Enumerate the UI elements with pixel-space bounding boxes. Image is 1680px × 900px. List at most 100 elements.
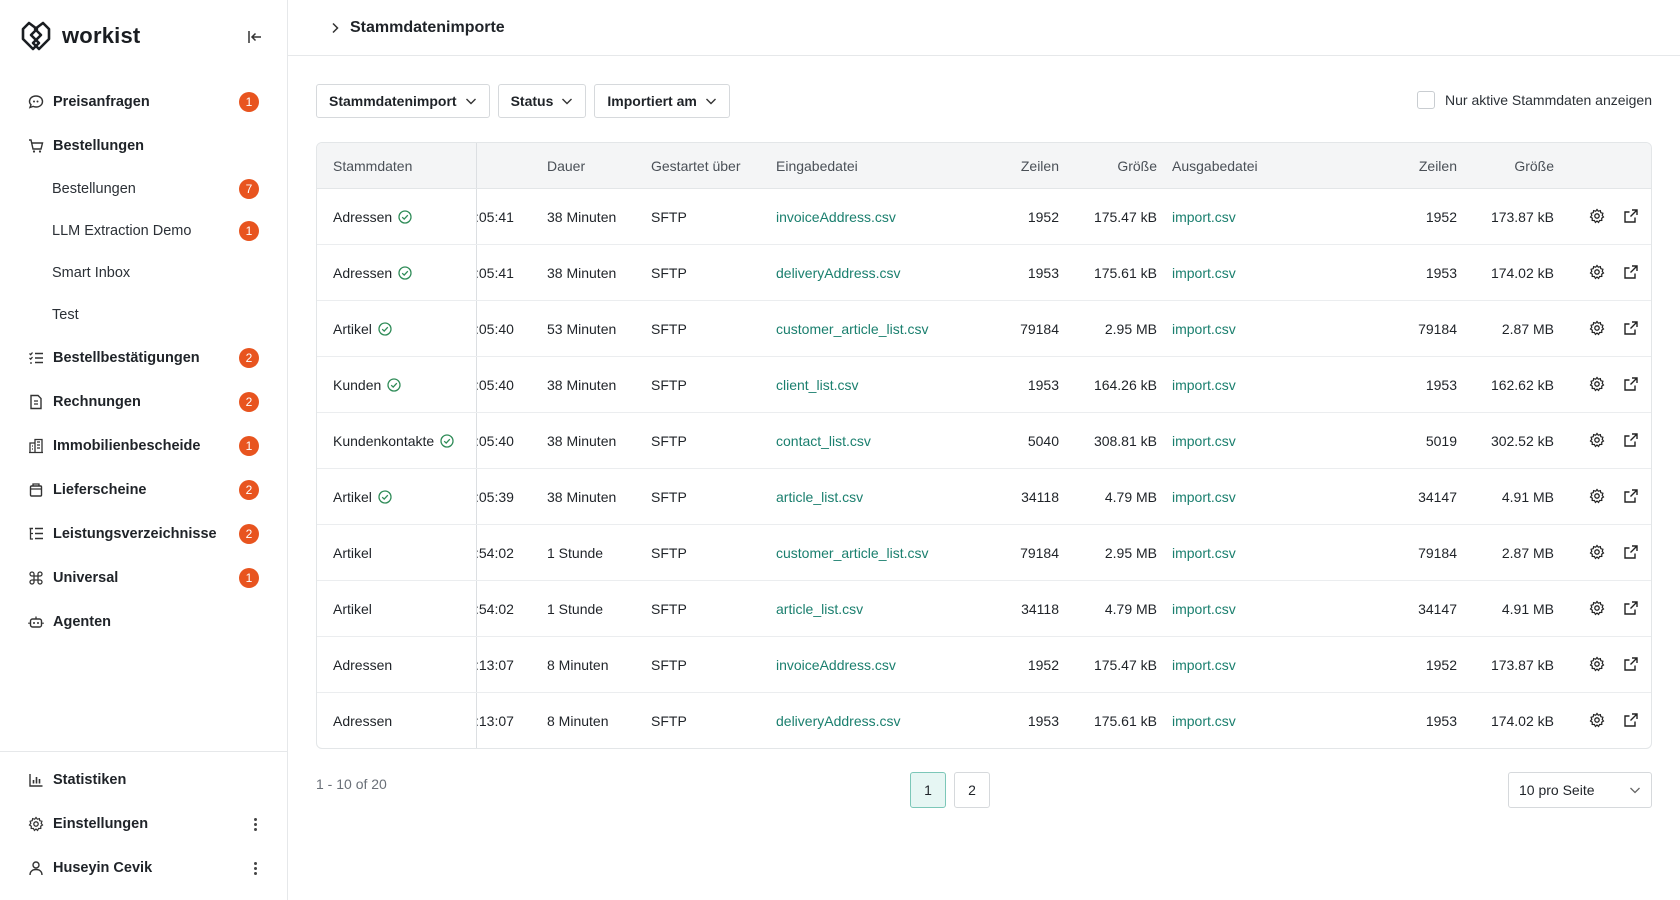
col-eingabedatei[interactable]: Eingabedatei xyxy=(776,158,858,174)
sidebar-item-user[interactable]: Huseyin Cevik xyxy=(0,846,288,890)
sidebar-item-label: Lieferscheine xyxy=(53,482,147,498)
settings-more-menu[interactable] xyxy=(248,815,262,833)
col-stammdaten[interactable]: Stammdaten xyxy=(333,158,413,174)
sidebar-item-preisanfragen[interactable]: Preisanfragen 1 xyxy=(0,80,288,124)
col-dauer[interactable]: Dauer xyxy=(547,158,586,174)
gear-icon[interactable] xyxy=(1589,544,1607,562)
external-link-icon[interactable] xyxy=(1623,264,1641,282)
gear-icon[interactable] xyxy=(1589,712,1607,730)
input-file-link[interactable]: invoiceAddress.csv xyxy=(776,657,896,673)
input-file-link[interactable]: deliveryAddress.csv xyxy=(776,713,901,729)
input-file-link[interactable]: invoiceAddress.csv xyxy=(776,209,896,225)
page-title: Stammdatenimporte xyxy=(350,18,505,36)
gear-icon[interactable] xyxy=(1589,656,1607,674)
output-file-link[interactable]: import.csv xyxy=(1172,209,1236,225)
cell-zeilen-out: 1953 xyxy=(1425,713,1457,729)
external-link-icon[interactable] xyxy=(1623,488,1641,506)
table-row[interactable]: Artikel:54:02 1 Stunde SFTP customer_articl… xyxy=(317,525,1651,581)
output-file-link[interactable]: import.csv xyxy=(1172,601,1236,617)
external-link-icon[interactable] xyxy=(1623,544,1641,562)
col-zeilen-in[interactable]: Zeilen xyxy=(1020,158,1059,174)
output-file-link[interactable]: import.csv xyxy=(1172,433,1236,449)
col-gestartet[interactable]: Gestartet über xyxy=(651,158,741,174)
user-name: Huseyin Cevik xyxy=(53,860,153,876)
brand-logo[interactable]: workist xyxy=(20,20,140,52)
external-link-icon[interactable] xyxy=(1623,656,1641,674)
cell-groesse-in: 164.26 kB xyxy=(1093,377,1157,393)
col-groesse-out[interactable]: Größe xyxy=(1514,158,1554,174)
sidebar-item-immobilienbescheide[interactable]: Immobilienbescheide 1 xyxy=(0,424,288,468)
col-groesse-in[interactable]: Größe xyxy=(1117,158,1157,174)
input-file-link[interactable]: article_list.csv xyxy=(776,489,864,505)
sidebar-item-leistungsverzeichnisse[interactable]: Leistungsverzeichnisse 2 xyxy=(0,512,288,556)
page-button-2[interactable]: 2 xyxy=(954,772,990,808)
active-only-checkbox[interactable] xyxy=(1417,91,1435,109)
cell-groesse-out: 174.02 kB xyxy=(1490,713,1554,729)
external-link-icon[interactable] xyxy=(1623,376,1641,394)
output-file-link[interactable]: import.csv xyxy=(1172,657,1236,673)
table-row[interactable]: Adressen:13:07 8 Minuten SFTP invoiceAddres… xyxy=(317,637,1651,693)
stammdaten-name: Adressen xyxy=(333,209,393,225)
output-file-link[interactable]: import.csv xyxy=(1172,377,1236,393)
table-row[interactable]: Kunden:05:40 38 Minuten SFTP client_list.cs… xyxy=(317,357,1651,413)
sidebar-item-label: Bestellbestätigungen xyxy=(53,350,200,366)
imports-table: Stammdaten Dauer Gestartet über Eingabed… xyxy=(316,142,1652,749)
cell-started-time: :05:41 xyxy=(475,265,514,281)
table-row[interactable]: Kundenkontakte:05:40 38 Minuten SFTP contac… xyxy=(317,413,1651,469)
sidebar-item-bestellbestaetigungen[interactable]: Bestellbestätigungen 2 xyxy=(0,336,288,380)
sidebar-item-rechnungen[interactable]: Rechnungen 2 xyxy=(0,380,288,424)
table-row[interactable]: Adressen:13:07 8 Minuten SFTP deliveryAddre… xyxy=(317,693,1651,748)
table-row[interactable]: Artikel:05:39 38 Minuten SFTP article_list.… xyxy=(317,469,1651,525)
input-file-link[interactable]: customer_article_list.csv xyxy=(776,321,929,337)
per-page-select[interactable]: 10 pro Seite xyxy=(1508,772,1652,808)
gear-icon[interactable] xyxy=(1589,208,1607,226)
input-file-link[interactable]: client_list.csv xyxy=(776,377,859,393)
output-file-link[interactable]: import.csv xyxy=(1172,545,1236,561)
col-ausgabedatei[interactable]: Ausgabedatei xyxy=(1172,158,1258,174)
page-button-1[interactable]: 1 xyxy=(910,772,946,808)
sidebar-item-einstellungen[interactable]: Einstellungen xyxy=(0,802,288,846)
gear-icon[interactable] xyxy=(1589,376,1607,394)
col-zeilen-out[interactable]: Zeilen xyxy=(1418,158,1457,174)
gear-icon[interactable] xyxy=(1589,432,1607,450)
sidebar-item-statistiken[interactable]: Statistiken xyxy=(0,758,288,802)
table-row[interactable]: Adressen:05:41 38 Minuten SFTP deliveryAddr… xyxy=(317,245,1651,301)
external-link-icon[interactable] xyxy=(1623,432,1641,450)
output-file-link[interactable]: import.csv xyxy=(1172,265,1236,281)
sidebar-subitem-test[interactable]: Test xyxy=(0,294,288,336)
filter-stammdatenimport[interactable]: Stammdatenimport xyxy=(316,84,490,118)
output-file-link[interactable]: import.csv xyxy=(1172,489,1236,505)
table-row[interactable]: Artikel:05:40 53 Minuten SFTP customer_arti… xyxy=(317,301,1651,357)
sidebar-item-label: Test xyxy=(52,307,79,323)
collapse-sidebar-button[interactable] xyxy=(244,26,266,48)
gear-icon[interactable] xyxy=(1589,488,1607,506)
per-page-value: 10 pro Seite xyxy=(1519,782,1595,798)
cell-started-time: :54:02 xyxy=(475,601,514,617)
sidebar-subitem-smart-inbox[interactable]: Smart Inbox xyxy=(0,252,288,294)
external-link-icon[interactable] xyxy=(1623,600,1641,618)
gear-icon[interactable] xyxy=(1589,600,1607,618)
gear-icon[interactable] xyxy=(1589,320,1607,338)
external-link-icon[interactable] xyxy=(1623,320,1641,338)
input-file-link[interactable]: deliveryAddress.csv xyxy=(776,265,901,281)
gear-icon[interactable] xyxy=(1589,264,1607,282)
external-link-icon[interactable] xyxy=(1623,208,1641,226)
table-row[interactable]: Adressen:05:41 38 Minuten SFTP invoiceAddre… xyxy=(317,189,1651,245)
sidebar-subitem-llm-extraction-demo[interactable]: LLM Extraction Demo 1 xyxy=(0,210,288,252)
input-file-link[interactable]: customer_article_list.csv xyxy=(776,545,929,561)
sidebar-item-agenten[interactable]: Agenten xyxy=(0,600,288,644)
input-file-link[interactable]: contact_list.csv xyxy=(776,433,871,449)
input-file-link[interactable]: article_list.csv xyxy=(776,601,864,617)
sidebar-item-bestellungen[interactable]: Bestellungen xyxy=(0,124,288,168)
external-link-icon[interactable] xyxy=(1623,712,1641,730)
chevron-down-icon xyxy=(465,98,476,105)
table-row[interactable]: Artikel:54:02 1 Stunde SFTP article_list.cs… xyxy=(317,581,1651,637)
filter-importiert-am[interactable]: Importiert am xyxy=(594,84,730,118)
output-file-link[interactable]: import.csv xyxy=(1172,321,1236,337)
output-file-link[interactable]: import.csv xyxy=(1172,713,1236,729)
sidebar-item-universal[interactable]: Universal 1 xyxy=(0,556,288,600)
user-more-menu[interactable] xyxy=(248,859,262,877)
sidebar-item-lieferscheine[interactable]: Lieferscheine 2 xyxy=(0,468,288,512)
filter-status[interactable]: Status xyxy=(497,84,587,118)
sidebar-subitem-bestellungen[interactable]: Bestellungen 7 xyxy=(0,168,288,210)
